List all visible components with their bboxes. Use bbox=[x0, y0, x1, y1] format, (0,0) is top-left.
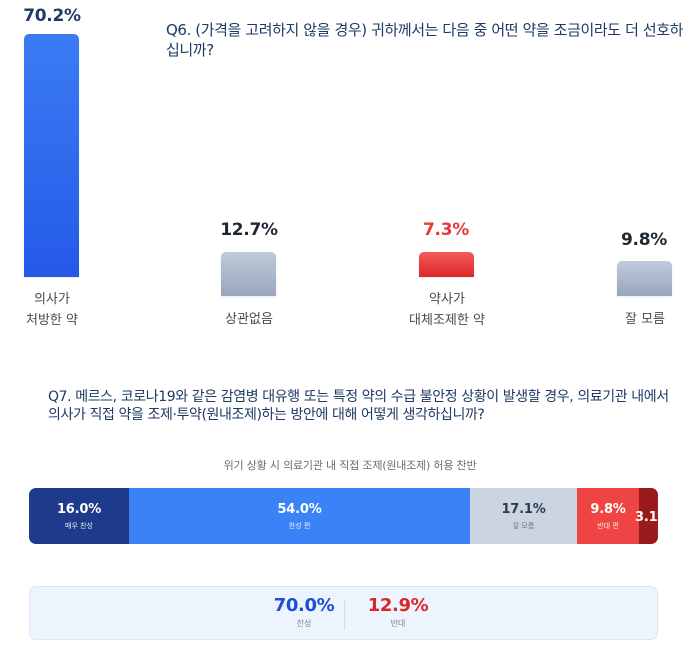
bar-pharmacist-substituted bbox=[419, 252, 474, 277]
stacked-chart-title: 위기 상황 시 의료기관 내 직접 조제(원내조제) 허용 찬반 bbox=[223, 459, 477, 472]
bar-label-no-preference: 상관없음 bbox=[225, 312, 273, 327]
bar-dont-know bbox=[617, 261, 672, 296]
q7-question: Q7. 메르스, 코로나19와 같은 감염병 대유행 또는 특정 약의 수급 불… bbox=[48, 389, 669, 423]
summary-divider bbox=[344, 600, 345, 630]
segment-agree: 54.0% 찬성 편 bbox=[129, 488, 470, 544]
q6-question: Q6. (가격을 고려하지 않을 경우) 귀하께서는 다음 중 어떤 약을 조금… bbox=[166, 21, 684, 59]
stacked-bar: 16.0% 매우 찬성 54.0% 찬성 편 17.1% 잘 모름 9.8% 반… bbox=[29, 488, 658, 544]
segment-strongly-disagree: 3.1% bbox=[635, 488, 658, 544]
bar-value-dont-know: 9.8% bbox=[621, 230, 667, 250]
bar-no-preference bbox=[221, 252, 276, 296]
bar-label-doctor: 의사가 처방한 약 bbox=[26, 292, 78, 328]
bar-label-pharmacist: 약사가 대체조제한 약 bbox=[409, 292, 485, 328]
bar-value-doctor: 70.2% bbox=[23, 6, 81, 26]
bar-label-dont-know: 잘 모름 bbox=[624, 312, 665, 327]
summary-disagree: 12.9% 반대 bbox=[367, 595, 429, 628]
segment-strongly-agree: 16.0% 매우 찬성 bbox=[29, 488, 129, 544]
bar-value-no-preference: 12.7% bbox=[220, 220, 278, 240]
bar-value-pharmacist: 7.3% bbox=[423, 220, 469, 240]
summary-box: 70.0% 찬성 12.9% 반대 bbox=[29, 586, 658, 640]
bar-doctor-prescribed bbox=[24, 34, 79, 277]
segment-dont-know: 17.1% 잘 모름 bbox=[470, 488, 577, 544]
summary-agree: 70.0% 찬성 bbox=[273, 595, 335, 628]
segment-disagree: 9.8% 반대 편 bbox=[577, 488, 639, 544]
